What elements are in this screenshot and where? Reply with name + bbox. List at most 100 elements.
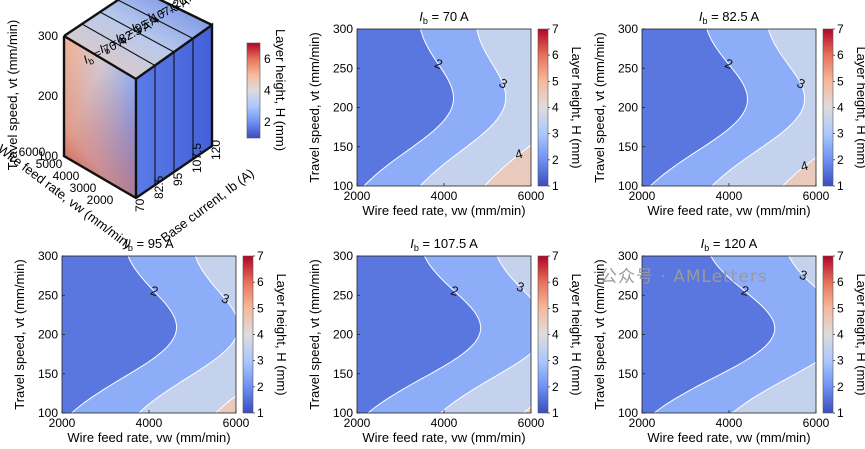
contour-label-2: 2 xyxy=(449,283,460,299)
colorbar-tick-label: 7 xyxy=(257,249,264,263)
colorbar-tick-label: 4 xyxy=(257,328,264,342)
colorbar-tick-label: 1 xyxy=(552,179,559,193)
cube-vt-tick: 100 xyxy=(38,149,58,163)
cube-ib-tick: 95 xyxy=(171,172,185,186)
colorbar-tick-label: 5 xyxy=(552,74,559,88)
colorbar-tick-label: 6 xyxy=(552,48,559,62)
contour-label-4: 4 xyxy=(799,158,810,174)
colorbar-label: Layer height, H (mm) xyxy=(854,46,865,168)
panel-title: Ib = 107.5 A xyxy=(410,236,478,253)
contour-fill-area xyxy=(642,256,816,413)
x-tick-label: 2000 xyxy=(629,416,656,430)
cube-vt-ticks: 300 200 100 xyxy=(38,29,58,163)
y-tick-label: 100 xyxy=(333,179,353,193)
y-tick-label: 150 xyxy=(333,140,353,154)
x-axis-label: Wire feed rate, vw (mm/min) xyxy=(362,430,525,445)
y-tick-label: 250 xyxy=(618,288,638,302)
colorbar-tick-label: 3 xyxy=(552,354,559,368)
colorbar-tick-label: 5 xyxy=(257,301,264,315)
y-axis-label: Travel speed, vt (mm/min) xyxy=(307,32,322,183)
colorbar-tick-label: 1 xyxy=(837,179,844,193)
y-tick-label: 100 xyxy=(38,406,58,420)
x-tick-label: 4000 xyxy=(431,189,458,203)
cube-colorbar-ticks: 2 4 6 xyxy=(264,52,271,129)
cube-ib-tick: 82.5 xyxy=(152,175,166,199)
y-axis-label: Travel speed, vt (mm/min) xyxy=(12,259,27,410)
colorbar-tick-label: 7 xyxy=(837,22,844,36)
x-axis-label: Wire feed rate, vw (mm/min) xyxy=(67,430,230,445)
cube-panel: Ib = 120 AIb = 107.5 AIb = 95 AIb = 82.5… xyxy=(0,0,288,252)
contour-band-2 xyxy=(357,29,454,186)
contour-label-3: 3 xyxy=(515,279,527,296)
y-tick-label: 200 xyxy=(333,101,353,115)
cube-vw-tick: 6000 xyxy=(19,145,46,159)
cube-ib-tick: 70 xyxy=(133,198,147,212)
cube-colorbar-tick: 2 xyxy=(264,115,271,129)
cube-ib-tick: 120 xyxy=(209,140,223,160)
y-tick-label: 150 xyxy=(333,367,353,381)
contour-line-2 xyxy=(363,29,455,186)
colorbar-tick-label: 2 xyxy=(552,153,559,167)
x-axis-label: Wire feed rate, vw (mm/min) xyxy=(647,203,810,218)
y-tick-label: 100 xyxy=(333,406,353,420)
y-tick-label: 300 xyxy=(333,22,353,36)
colorbar-tick-label: 3 xyxy=(257,354,264,368)
contour-label-4: 4 xyxy=(513,146,524,162)
panel-title: Ib = 120 A xyxy=(701,236,758,253)
y-tick-label: 250 xyxy=(333,61,353,75)
colorbar-tick-label: 2 xyxy=(257,380,264,394)
colorbar xyxy=(822,28,834,187)
x-tick-label: 6000 xyxy=(803,416,830,430)
colorbar-tick-label: 1 xyxy=(257,406,264,420)
y-tick-label: 250 xyxy=(38,288,58,302)
contour-panel-1: 2 3 4 Ib = 70 A 2000 4000 6000 100 150 200 250 300 W… xyxy=(307,9,584,218)
contour-line-2 xyxy=(649,29,749,186)
contour-fill-area xyxy=(62,256,236,413)
contour-band-2 xyxy=(642,256,775,413)
colorbar-label: Layer height, H (mm) xyxy=(274,273,289,395)
colorbar-tick-label: 7 xyxy=(552,249,559,263)
colorbar xyxy=(822,255,834,414)
cube-vt-tick: 300 xyxy=(38,29,58,43)
colorbar-tick-label: 4 xyxy=(552,101,559,115)
colorbar-tick-label: 4 xyxy=(837,328,844,342)
colorbar-tick-label: 3 xyxy=(837,127,844,141)
cube-vw-tick: 2000 xyxy=(87,193,114,207)
y-tick-label: 100 xyxy=(618,179,638,193)
contour-line-3 xyxy=(711,29,806,186)
colorbar-tick-label: 6 xyxy=(837,48,844,62)
y-tick-label: 150 xyxy=(618,140,638,154)
colorbar-tick-label: 7 xyxy=(837,249,844,263)
y-tick-label: 250 xyxy=(333,288,353,302)
y-tick-label: 300 xyxy=(618,249,638,263)
cube-vw-tick: 4000 xyxy=(53,169,80,183)
contour-band-2 xyxy=(642,29,748,186)
colorbar-label: Layer height, H (mm) xyxy=(569,273,584,395)
contour-band-2 xyxy=(62,256,177,413)
y-tick-label: 150 xyxy=(618,367,638,381)
cube-top-face xyxy=(64,0,212,79)
x-tick-label: 4000 xyxy=(431,416,458,430)
x-tick-label: 2000 xyxy=(49,416,76,430)
cube-vw-tick: 3000 xyxy=(70,181,97,195)
y-tick-label: 200 xyxy=(618,101,638,115)
x-tick-label: 6000 xyxy=(518,189,545,203)
x-tick-label: 2000 xyxy=(344,416,371,430)
watermark: 公众号 · AMLetters xyxy=(600,267,768,287)
contour-line-3 xyxy=(138,256,236,413)
contour-label-2: 2 xyxy=(149,283,161,300)
y-tick-label: 200 xyxy=(38,328,58,342)
contour-band-2 xyxy=(357,256,481,413)
panel-title: Ib = 70 A xyxy=(419,9,469,26)
contour-label-2: 2 xyxy=(740,283,751,299)
cube-colorbar-tick: 4 xyxy=(264,84,271,98)
contour-fill-area xyxy=(357,256,531,413)
contour-panel-3: 2 3 Ib = 95 A 2000 4000 6000 100 150 200 250 300 Wi… xyxy=(12,236,289,445)
cube-slice-line xyxy=(81,23,156,66)
colorbar-tick-label: 2 xyxy=(837,380,844,394)
cube-edge-top xyxy=(63,0,213,37)
colorbar-tick-label: 7 xyxy=(552,22,559,36)
